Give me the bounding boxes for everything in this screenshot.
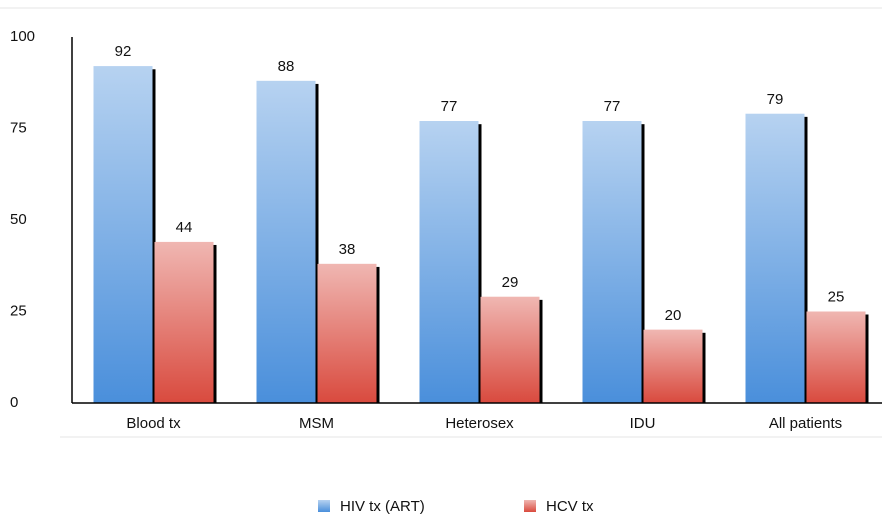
x-tick-label: MSM	[299, 415, 334, 432]
data-label: 92	[115, 43, 132, 60]
bar-highlight	[643, 329, 703, 403]
y-tick-label: 25	[10, 302, 27, 319]
x-tick-label: All patients	[769, 415, 842, 432]
legend-label: HCV tx	[546, 498, 594, 515]
y-tick-label: 0	[10, 394, 18, 411]
legend-label: HIV tx (ART)	[340, 498, 425, 515]
bar-highlight	[806, 311, 866, 403]
legend-swatch-highlight	[318, 500, 330, 512]
y-tick-label: 50	[10, 211, 27, 228]
bar-highlight	[419, 121, 479, 404]
data-label: 38	[339, 241, 356, 258]
data-label: 20	[665, 307, 682, 324]
data-label: 44	[176, 219, 193, 236]
legend-swatch-highlight	[524, 500, 536, 512]
bar-highlight	[256, 80, 316, 404]
data-label: 79	[767, 91, 784, 108]
bar-highlight	[480, 296, 540, 403]
data-label: 25	[828, 288, 845, 305]
data-label: 77	[441, 98, 458, 115]
bar-highlight	[154, 241, 214, 403]
x-tick-label: Blood tx	[126, 415, 181, 432]
bar-highlight	[317, 263, 377, 403]
x-tick-label: IDU	[630, 415, 656, 432]
y-tick-label: 100	[10, 28, 35, 45]
data-label: 77	[604, 98, 621, 115]
y-tick-label: 75	[10, 119, 27, 136]
bar-highlight	[582, 121, 642, 404]
bar-highlight	[745, 113, 805, 404]
bar-highlight	[93, 66, 153, 403]
x-tick-label: Heterosex	[445, 415, 514, 432]
data-label: 88	[278, 58, 295, 75]
data-label: 29	[502, 274, 519, 291]
